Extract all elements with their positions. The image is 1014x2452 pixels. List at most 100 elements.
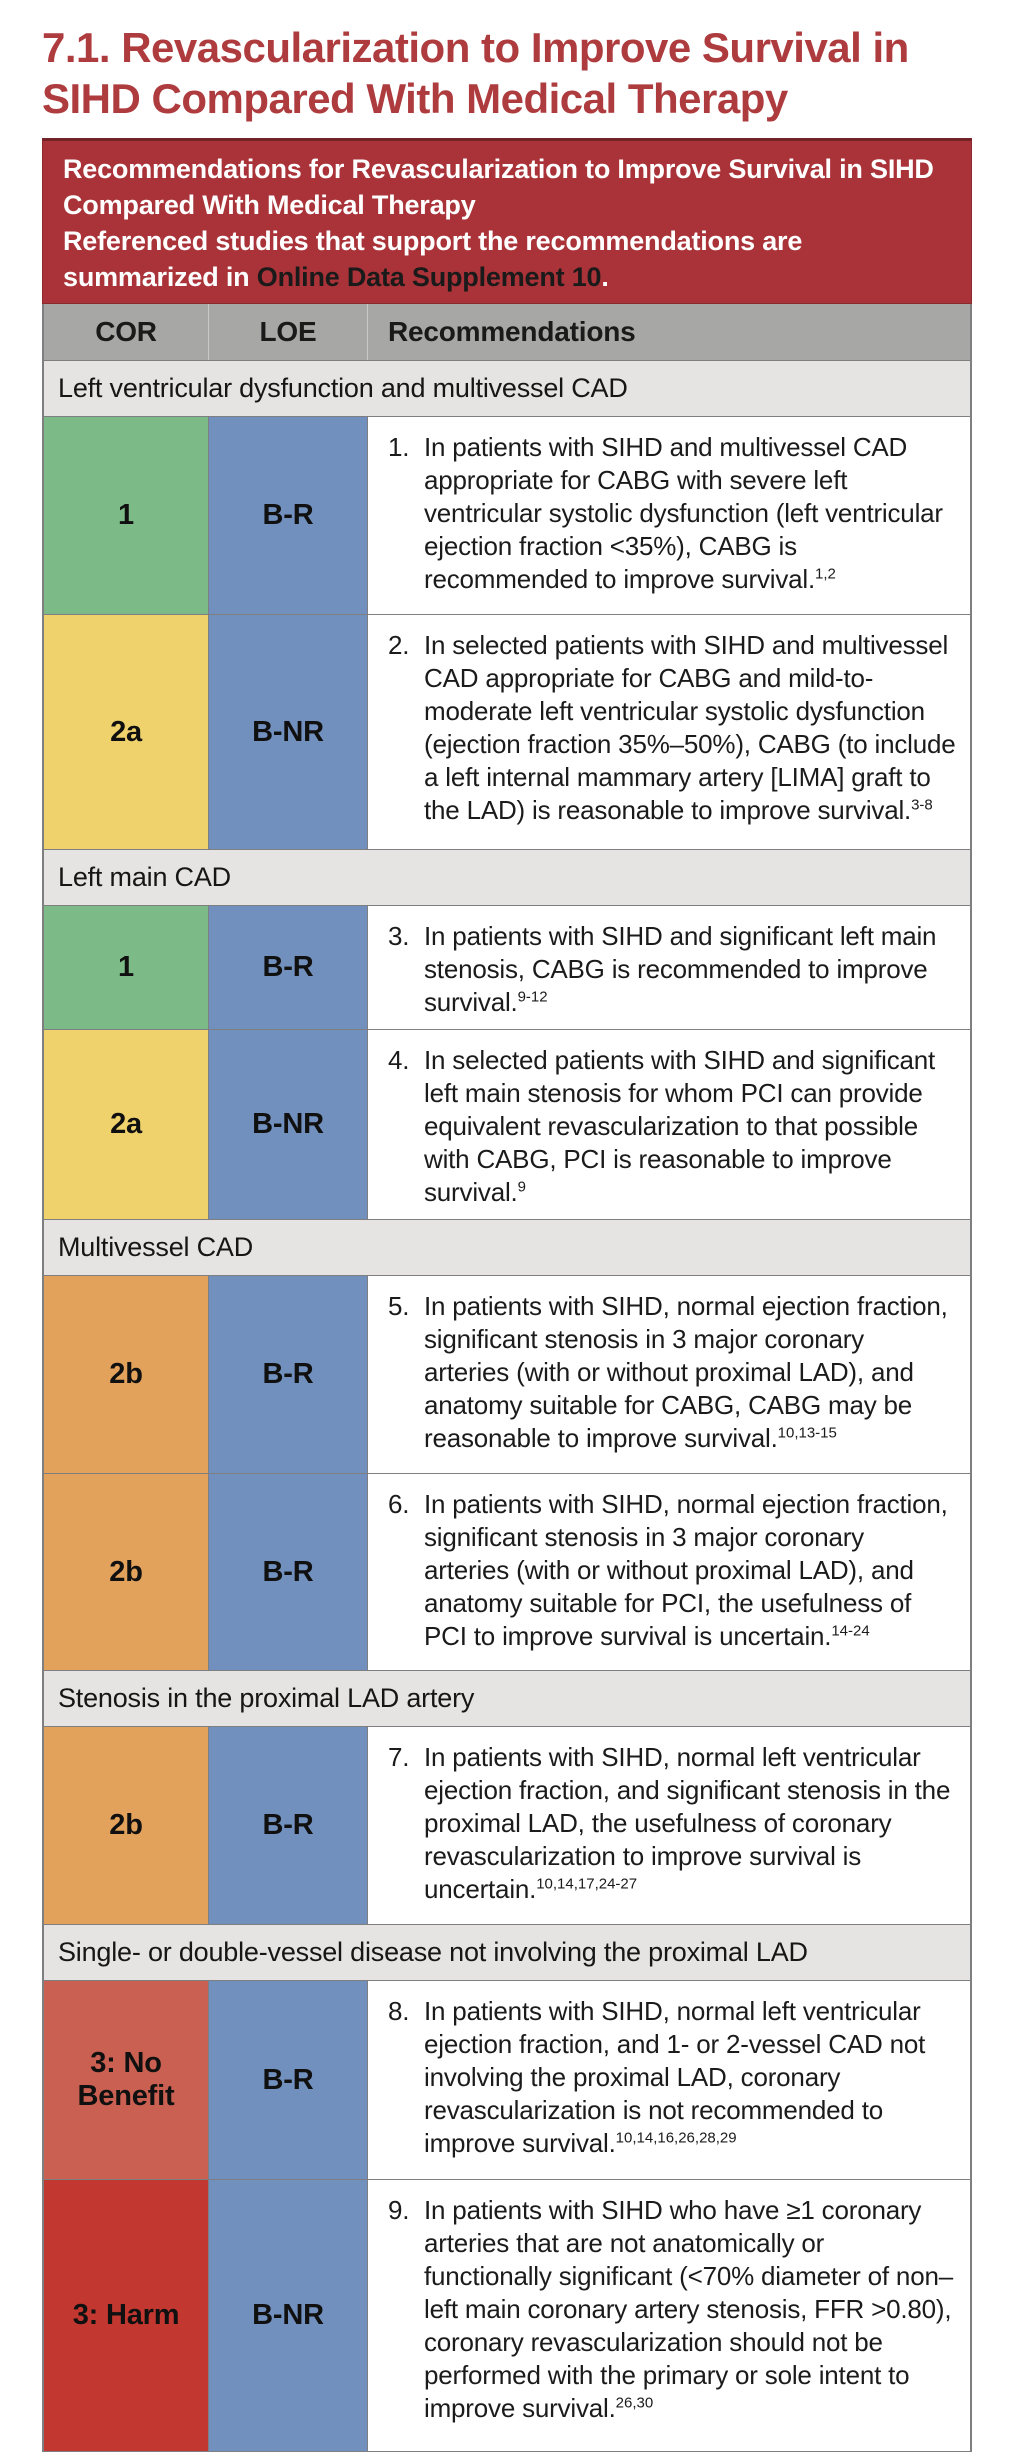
cor-cell: 2a	[44, 1030, 209, 1220]
recommendation-cell: 8. In patients with SIHD, normal left ven…	[368, 1981, 970, 2180]
section-header-row: Multivessel CAD	[44, 1220, 970, 1277]
loe-cell: B-R	[209, 1474, 368, 1671]
recommendation-body: In patients with SIHD, normal ejection f…	[424, 1291, 948, 1454]
recommendation-body: In selected patients with SIHD and signi…	[424, 1045, 936, 1208]
recommendation-body: In patients with SIHD, normal left ventr…	[424, 1742, 951, 1905]
recommendation-cell: 2. In selected patients with SIHD and mul…	[368, 615, 970, 850]
recommendation-number: 9.	[388, 2195, 410, 2226]
recommendation-cell: 3. In patients with SIHD and significant …	[368, 906, 970, 1030]
recommendation-cell: 9. In patients with SIHD who have ≥1 coro…	[368, 2180, 970, 2452]
online-data-supplement-link[interactable]: Online Data Supplement 10	[256, 262, 602, 293]
recommendation-text: In patients with SIHD and multivessel CA…	[424, 431, 956, 596]
cor-value: 2b	[109, 1809, 143, 1842]
recommendation-cell: 4. In selected patients with SIHD and sig…	[368, 1030, 970, 1220]
column-header-recommendations: Recommendations	[388, 316, 636, 348]
cor-cell: 2a	[44, 615, 209, 850]
cor-value: 2a	[110, 715, 142, 748]
loe-value: B-R	[262, 951, 314, 984]
recommendation-number: 6.	[388, 1489, 410, 1520]
loe-value: B-R	[262, 2063, 314, 2096]
loe-cell: B-NR	[209, 1030, 368, 1220]
cor-value: 2b	[109, 1555, 143, 1588]
table-row: 1 B-R 1. In patients with SIHD and multiv…	[44, 417, 970, 616]
recommendation-text: In patients with SIHD and significant le…	[424, 920, 956, 1019]
reference-superscript: 3-8	[911, 796, 933, 814]
recommendation-body: In patients with SIHD and significant le…	[424, 921, 937, 1018]
recommendation-number: 1.	[388, 432, 410, 463]
cor-cell: 2b	[44, 1474, 209, 1671]
cor-value: 3: No Benefit	[77, 2047, 175, 2113]
recommendation-number: 5.	[388, 1291, 410, 1322]
reference-superscript: 26,30	[615, 2394, 654, 2412]
recommendation-cell: 6. In patients with SIHD, normal ejection…	[368, 1474, 970, 1671]
cor-value: 1	[118, 951, 134, 984]
column-header-cor: COR	[44, 304, 209, 361]
recommendation-number: 2.	[388, 630, 410, 661]
table-row: 2a B-NR 4. In selected patients with SIHD…	[44, 1030, 970, 1221]
section-header-row: Left main CAD	[44, 850, 970, 907]
recommendation-number: 3.	[388, 921, 410, 952]
recommendations-table: COR LOE Recommendations Left ventricular…	[42, 304, 972, 2452]
reference-superscript: 14-24	[831, 1622, 870, 1640]
loe-value: B-R	[262, 1555, 314, 1588]
table-row: 2a B-NR 2. In selected patients with SIHD…	[44, 615, 970, 851]
recommendation-number: 8.	[388, 1996, 410, 2027]
banner-note: Referenced studies that support the reco…	[63, 223, 951, 295]
recommendation-number: 4.	[388, 1045, 410, 1076]
table-row: 1 B-R 3. In patients with SIHD and signif…	[44, 906, 970, 1031]
table-row: 3: No Benefit B-R 8. In patients with SIH…	[44, 1981, 970, 2181]
table-header-row: COR LOE Recommendations	[44, 304, 970, 362]
cor-value: 1	[118, 499, 134, 532]
reference-superscript: 10,13-15	[777, 1424, 837, 1442]
section-header-row: Stenosis in the proximal LAD artery	[44, 1671, 970, 1728]
reference-superscript: 10,14,16,26,28,29	[615, 2129, 737, 2147]
page-title: 7.1. Revascularization to Improve Surviv…	[42, 24, 909, 123]
loe-value: B-R	[262, 1809, 314, 1842]
loe-value: B-NR	[252, 2299, 324, 2332]
cor-cell: 3: No Benefit	[44, 1981, 209, 2180]
recommendation-text: In patients with SIHD, normal left ventr…	[424, 1741, 956, 1906]
recommendation-cell: 1. In patients with SIHD and multivessel …	[368, 417, 970, 615]
banner-note-suffix: .	[601, 262, 609, 293]
loe-value: B-NR	[252, 715, 324, 748]
loe-cell: B-R	[209, 1981, 368, 2180]
banner-note-prefix: Referenced studies that support the reco…	[63, 226, 803, 293]
recommendation-number: 7.	[388, 1742, 410, 1773]
loe-cell: B-R	[209, 1276, 368, 1474]
loe-value: B-R	[262, 1358, 314, 1391]
banner-heading: Recommendations for Revascularization to…	[63, 154, 934, 221]
loe-cell: B-R	[209, 1727, 368, 1925]
loe-cell: B-R	[209, 417, 368, 615]
section-header-row: Left ventricular dysfunction and multive…	[44, 361, 970, 418]
cor-cell: 2b	[44, 1727, 209, 1925]
recommendation-body: In patients with SIHD, normal ejection f…	[424, 1489, 948, 1652]
cor-cell: 1	[44, 906, 209, 1030]
loe-cell: B-NR	[209, 615, 368, 850]
recommendation-text: In selected patients with SIHD and multi…	[424, 629, 956, 827]
loe-cell: B-NR	[209, 2180, 368, 2452]
recommendation-body: In patients with SIHD and multivessel CA…	[424, 432, 943, 595]
reference-superscript: 1,2	[814, 565, 836, 583]
column-header-loe: LOE	[209, 304, 368, 361]
cor-cell: 2b	[44, 1276, 209, 1474]
table-row: 2b B-R 7. In patients with SIHD, normal l…	[44, 1727, 970, 1926]
loe-value: B-NR	[252, 1108, 324, 1141]
table-row: 2b B-R 6. In patients with SIHD, normal e…	[44, 1474, 970, 1672]
cor-value: 3: Harm	[72, 2299, 180, 2332]
reference-superscript: 10,14,17,24-27	[536, 1875, 638, 1893]
loe-value: B-R	[262, 499, 314, 532]
recommendation-text: In patients with SIHD, normal left ventr…	[424, 1995, 956, 2160]
loe-cell: B-R	[209, 906, 368, 1030]
recommendation-body: In patients with SIHD, normal left ventr…	[424, 1996, 926, 2159]
cor-value: 2b	[109, 1358, 143, 1391]
reference-superscript: 9-12	[517, 988, 548, 1006]
recommendation-cell: 7. In patients with SIHD, normal left ven…	[368, 1727, 970, 1925]
recommendation-cell: 5. In patients with SIHD, normal ejection…	[368, 1276, 970, 1474]
reference-superscript: 9	[517, 1178, 526, 1196]
table-row: 2b B-R 5. In patients with SIHD, normal e…	[44, 1276, 970, 1475]
recommendation-text: In patients with SIHD, normal ejection f…	[424, 1488, 956, 1653]
recommendation-body: In patients with SIHD who have ≥1 corona…	[424, 2195, 953, 2424]
recommendation-text: In patients with SIHD, normal ejection f…	[424, 1290, 956, 1455]
recommendations-banner: Recommendations for Revascularization to…	[42, 138, 972, 305]
